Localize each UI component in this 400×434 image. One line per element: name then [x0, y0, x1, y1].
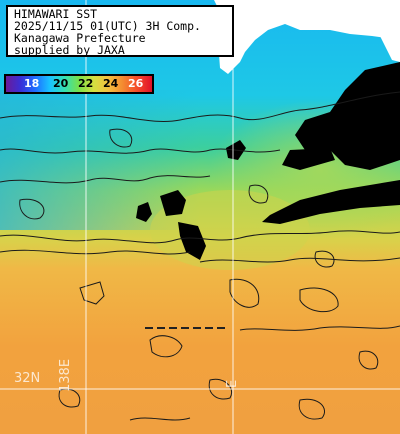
colorbar-tick-20: 20: [53, 77, 69, 90]
prefecture-label: Kanagawa Prefecture: [14, 31, 146, 45]
isotherm-contours: [0, 91, 400, 421]
land-north: [214, 0, 400, 74]
supplier-label: supplied by JAXA: [14, 43, 125, 57]
colorbar-tick-26: 26: [128, 77, 144, 90]
longitude-label-e: E: [225, 379, 240, 388]
colorbar-gradient: [6, 76, 152, 92]
longitude-label-138e: 138E: [58, 358, 73, 392]
info-box: HIMAWARI SST 2025/11/15 01(UTC) 3H Comp.…: [6, 5, 234, 57]
temperature-colorbar: 18 20 22 24 26: [4, 74, 154, 94]
colorbar-tick-18: 18: [24, 77, 40, 90]
dataset-title: HIMAWARI SST: [14, 7, 98, 21]
cloud-cover: [136, 62, 400, 260]
land-peninsula: [378, 14, 400, 62]
colorbar-tick-22: 22: [78, 77, 94, 90]
latitude-label-32n: 32N: [14, 371, 41, 386]
observation-time: 2025/11/15 01(UTC) 3H Comp.: [14, 19, 201, 33]
colorbar-tick-24: 24: [103, 77, 119, 90]
